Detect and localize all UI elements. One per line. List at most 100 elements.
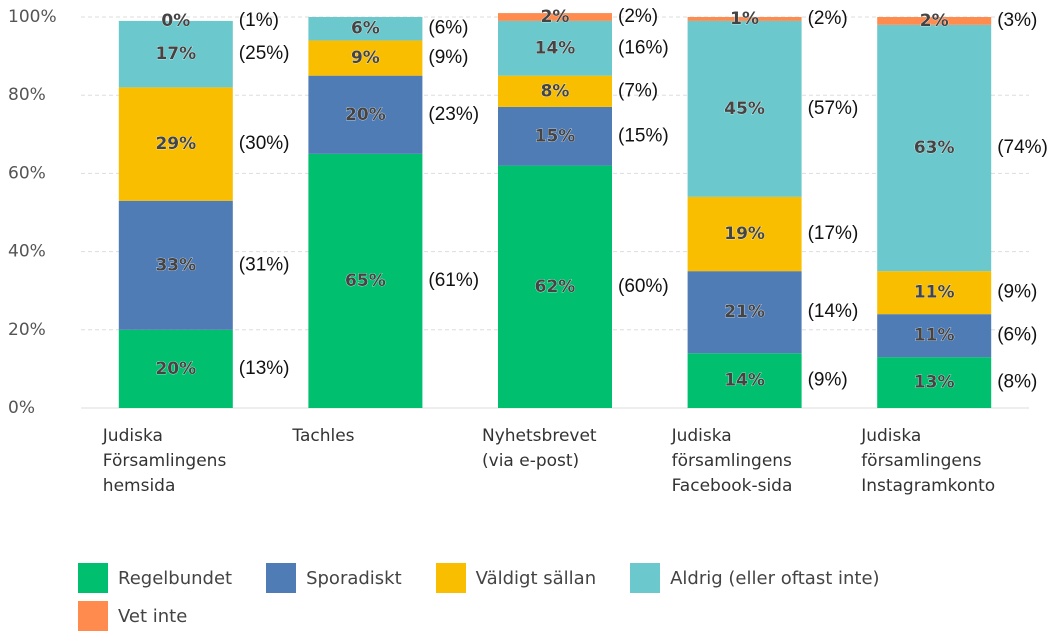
bar-segment <box>877 24 992 272</box>
bar-segment <box>118 329 233 408</box>
legend-item: Sporadiskt <box>266 563 402 593</box>
data-label: 11% <box>914 326 955 346</box>
legend-swatch <box>630 563 661 593</box>
y-tick-label: 40% <box>8 242 46 262</box>
annotation: (8%) <box>997 372 1037 393</box>
annotation: (7%) <box>618 80 658 101</box>
y-tick-label: 60% <box>8 163 46 183</box>
annotation: (17%) <box>808 223 859 244</box>
annotation: (25%) <box>239 43 290 64</box>
bar-segment <box>308 17 423 41</box>
data-label: 9% <box>351 48 380 68</box>
data-label: 33% <box>155 255 196 275</box>
legend-swatch <box>435 563 466 593</box>
data-label: 11% <box>914 283 955 303</box>
annotation: (1%) <box>239 10 279 31</box>
annotation: (23%) <box>428 104 479 125</box>
bar-segment <box>498 165 612 408</box>
chart: 0% 20% 40% 60% 80% 100% 20% (13%) 33% (31%) 29% (30… <box>8 6 1048 418</box>
bar-segment <box>877 271 992 315</box>
bar-segment <box>687 17 802 21</box>
data-label: 1% <box>730 9 759 29</box>
legend-swatch <box>266 563 297 593</box>
data-label: 14% <box>724 371 765 391</box>
bar-segment <box>498 106 612 166</box>
data-label: 0% <box>161 11 190 31</box>
annotation: (30%) <box>239 133 290 154</box>
legend-label: Aldrig (eller oftast inte) <box>670 567 880 589</box>
data-label: 62% <box>535 277 576 297</box>
legend-item: Vet inte <box>78 601 187 631</box>
bar-segment <box>118 200 233 330</box>
legend-swatch <box>78 601 108 631</box>
annotation: (6%) <box>428 18 468 39</box>
x-tick-label: Tachles <box>292 426 355 446</box>
data-label: 17% <box>155 44 196 64</box>
data-label: 21% <box>724 302 765 322</box>
data-label: 45% <box>724 99 765 119</box>
annotation: (6%) <box>997 325 1037 346</box>
bar-segment <box>877 357 992 408</box>
bar-segment <box>118 20 233 88</box>
data-label: 2% <box>541 7 570 27</box>
annotation: (14%) <box>808 301 859 322</box>
annotation: (15%) <box>618 125 669 146</box>
annotation: (9%) <box>808 370 848 391</box>
data-label: 19% <box>724 224 765 244</box>
annotation: (2%) <box>618 6 658 27</box>
data-label: 15% <box>535 126 576 146</box>
x-tick-label: Judiska församlingens Facebook-sida <box>671 426 793 496</box>
data-label: 13% <box>914 373 955 393</box>
data-label: 20% <box>155 359 196 379</box>
annotation: (31%) <box>239 254 290 275</box>
bar-segment <box>118 87 233 201</box>
bar-segment <box>687 353 802 408</box>
bar-segment <box>687 20 802 197</box>
bar-segment <box>308 75 423 154</box>
data-label: 6% <box>351 19 380 39</box>
x-tick-label: Judiska Församlingens hemsida <box>102 426 227 496</box>
data-label: 8% <box>541 81 570 101</box>
x-tick-label: Nyhetsbrevet (via e-post) <box>482 426 597 471</box>
annotation: (3%) <box>997 10 1037 31</box>
data-label: 14% <box>535 38 576 58</box>
y-tick-label: 0% <box>8 398 35 418</box>
legend-swatch <box>78 563 108 593</box>
legend-label: Sporadiskt <box>306 567 402 589</box>
annotation: (60%) <box>618 276 669 297</box>
legend: Regelbundet Sporadiskt Väldigt sällan Aldri… <box>78 563 1018 631</box>
annotation: (61%) <box>428 270 479 291</box>
y-tick-label: 80% <box>8 85 46 105</box>
legend-item: Väldigt sällan <box>435 563 597 593</box>
bar-segment <box>498 20 612 76</box>
bar-segment <box>498 13 612 21</box>
data-label: 20% <box>345 105 386 125</box>
legend-label: Vet inte <box>118 605 188 627</box>
x-tick-label: Judiska församlingens Instagramkonto <box>861 426 996 496</box>
annotation: (2%) <box>808 8 848 29</box>
legend-item: Regelbundet <box>78 563 232 593</box>
bar-segment <box>308 40 423 76</box>
bar-segment <box>687 271 802 354</box>
data-label: 65% <box>345 271 386 291</box>
bar-segment <box>308 153 423 408</box>
annotation: (57%) <box>808 98 859 119</box>
y-tick-label: 20% <box>8 320 46 340</box>
bar-segment <box>498 75 612 107</box>
bar-segment <box>877 17 992 25</box>
data-label: 2% <box>920 11 949 31</box>
annotation: (74%) <box>997 137 1048 158</box>
annotation: (9%) <box>997 282 1037 303</box>
annotation: (16%) <box>618 37 669 58</box>
y-tick-label: 100% <box>8 7 57 27</box>
legend-label: Regelbundet <box>118 567 233 589</box>
bar-segment <box>877 314 992 358</box>
data-label: 63% <box>914 138 955 158</box>
legend-label: Väldigt sällan <box>475 567 597 589</box>
annotation: (9%) <box>428 47 468 68</box>
annotation: (13%) <box>239 358 290 379</box>
data-label: 29% <box>155 134 196 154</box>
bar-segment <box>687 196 802 272</box>
legend-item: Aldrig (eller oftast inte) <box>630 563 880 593</box>
